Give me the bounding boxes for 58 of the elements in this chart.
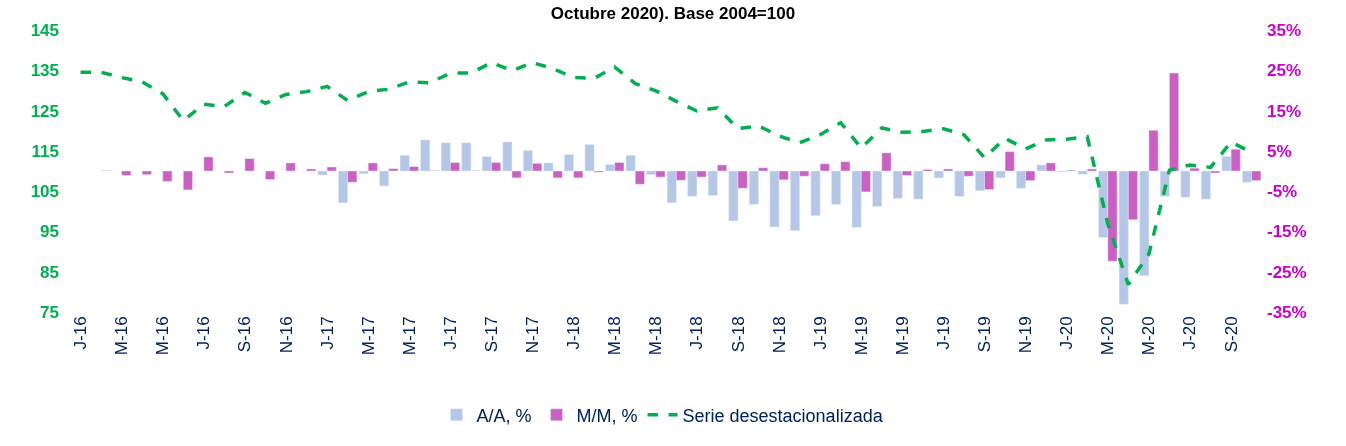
x-tick-label: J-19 bbox=[933, 316, 953, 350]
y-tick-label: 105 bbox=[30, 182, 59, 202]
x-tick-label: J-18 bbox=[687, 316, 707, 350]
y2-tick-label: -25% bbox=[1267, 262, 1307, 282]
bar bbox=[244, 158, 255, 172]
y-tick-label: 95 bbox=[40, 222, 59, 242]
x-tick-label: M-20 bbox=[1139, 316, 1159, 356]
x-tick-label: S-17 bbox=[481, 316, 501, 353]
bar bbox=[121, 170, 132, 176]
x-tick-label: M-19 bbox=[892, 316, 912, 356]
x-tick-label: J-20 bbox=[1057, 316, 1077, 350]
x-tick-label: M-17 bbox=[358, 316, 378, 356]
bar bbox=[285, 162, 296, 172]
x-tick-label: M-17 bbox=[399, 316, 419, 356]
y2-tick-label: -5% bbox=[1267, 182, 1298, 202]
x-tick-label: M-16 bbox=[153, 316, 173, 356]
y2-tick-label: 5% bbox=[1267, 141, 1292, 161]
y-tick-label: 145 bbox=[30, 20, 59, 40]
x-tick-label: N-17 bbox=[523, 316, 543, 354]
x-tick-label: S-19 bbox=[975, 316, 995, 353]
x-tick-label: J-17 bbox=[317, 316, 337, 350]
x-tick-label: N-19 bbox=[1016, 316, 1036, 354]
legend-label: A/A, % bbox=[476, 405, 532, 426]
x-tick-label: J-20 bbox=[1180, 316, 1200, 350]
y-tick-label: 115 bbox=[31, 141, 59, 161]
x-tick-label: J-16 bbox=[194, 316, 214, 350]
x-tick-label: S-16 bbox=[235, 316, 255, 353]
x-tick-label: J-18 bbox=[564, 316, 584, 350]
y-tick-label: 85 bbox=[40, 262, 59, 282]
y2-tick-label: -35% bbox=[1267, 302, 1307, 322]
chart-title: Octubre 2020). Base 2004=100 bbox=[550, 3, 796, 23]
y-tick-label: 75 bbox=[40, 302, 59, 322]
x-tick-label: M-19 bbox=[851, 316, 871, 356]
bar bbox=[203, 156, 214, 172]
x-tick-label: M-20 bbox=[1098, 316, 1118, 356]
x-tick-label: J-19 bbox=[810, 316, 830, 350]
y2-tick-label: -15% bbox=[1267, 222, 1307, 242]
y2-tick-label: 25% bbox=[1267, 61, 1302, 81]
legend-label: Serie desestacionalizada bbox=[682, 405, 884, 426]
x-tick-label: N-18 bbox=[769, 316, 789, 354]
y-tick-label: 135 bbox=[30, 61, 59, 81]
bar bbox=[183, 170, 193, 191]
x-tick-label: S-18 bbox=[728, 316, 748, 353]
bar bbox=[141, 170, 152, 175]
y2-tick-label: 15% bbox=[1267, 101, 1302, 121]
x-tick-label: J-17 bbox=[440, 316, 460, 350]
y2-tick-label: 35% bbox=[1267, 20, 1302, 40]
bar bbox=[162, 170, 173, 182]
x-tick-label: J-16 bbox=[71, 316, 91, 350]
x-tick-label: S-20 bbox=[1221, 316, 1241, 353]
x-tick-label: N-16 bbox=[276, 316, 296, 354]
bar bbox=[265, 170, 275, 180]
x-tick-label: M-16 bbox=[112, 316, 132, 356]
legend-label: M/M, % bbox=[576, 405, 638, 426]
y-tick-label: 125 bbox=[30, 101, 59, 121]
x-tick-label: M-18 bbox=[646, 316, 666, 356]
x-tick-label: M-18 bbox=[605, 316, 625, 356]
bar bbox=[224, 170, 234, 174]
